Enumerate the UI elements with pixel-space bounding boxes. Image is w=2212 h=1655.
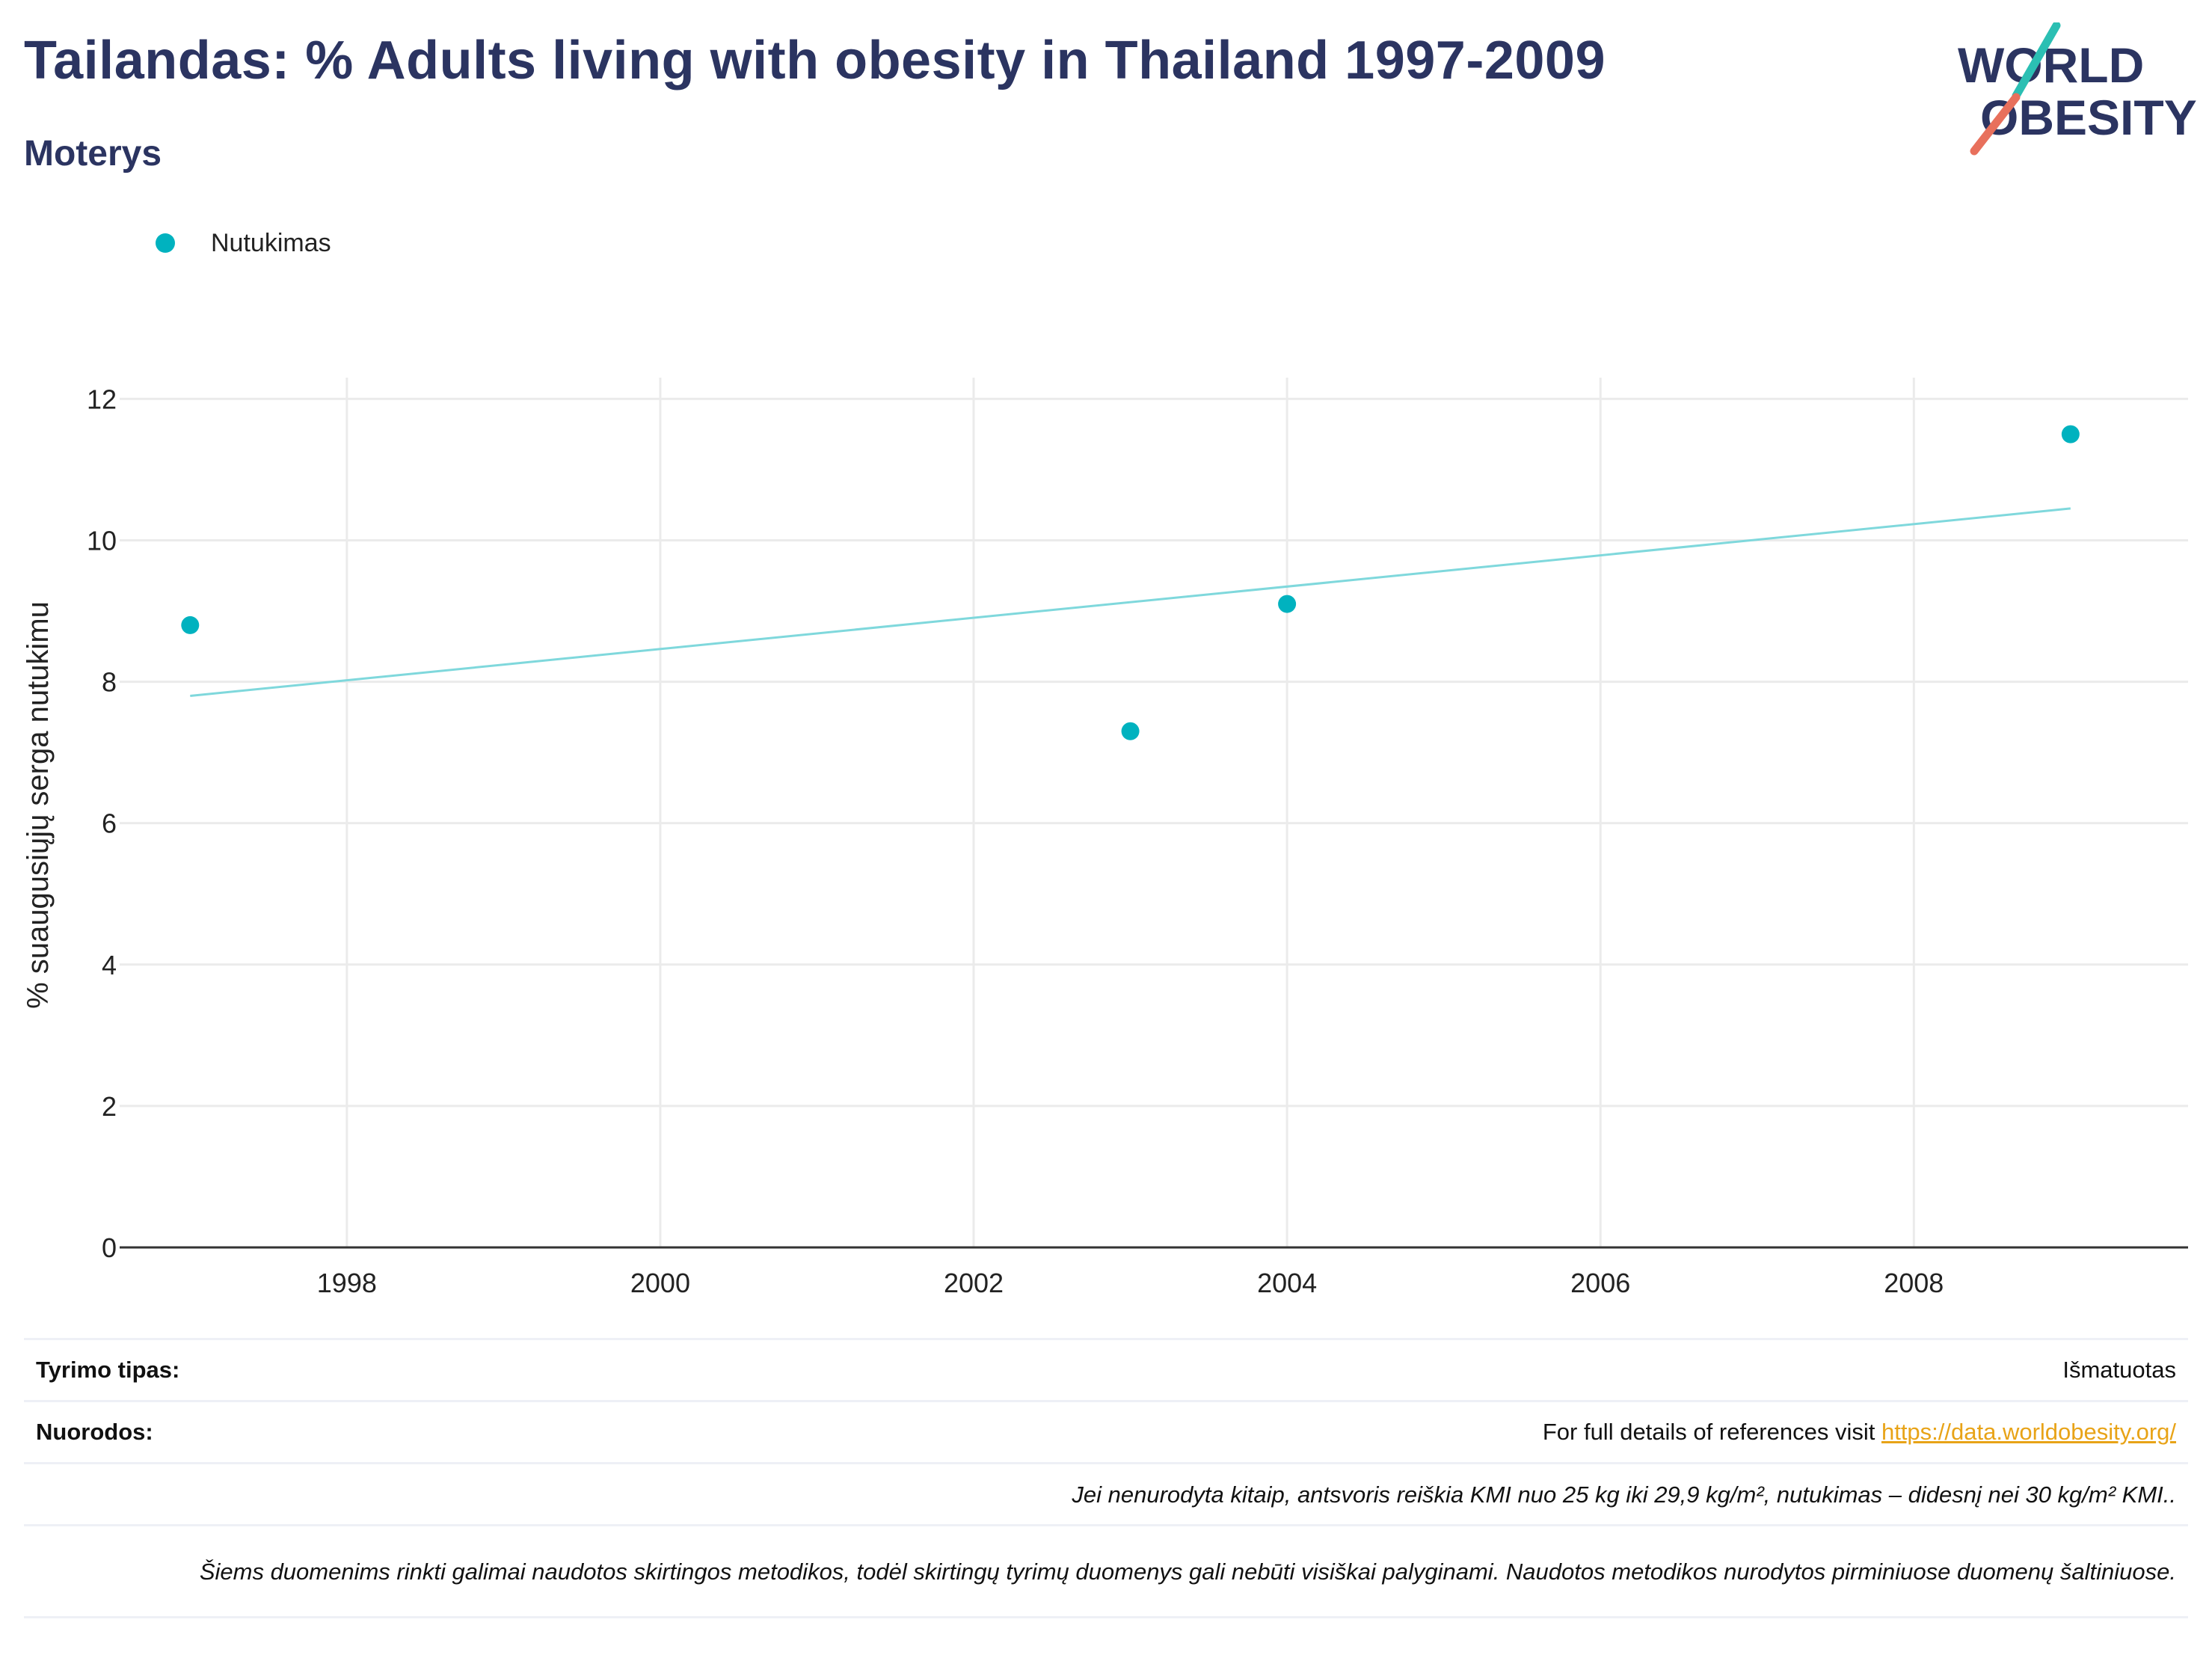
y-tick-label: 12 [87,384,117,414]
data-point [1121,722,1140,740]
x-axis-ticks: 1998 2000 2002 2004 2006 2008 [317,1268,1944,1298]
y-tick-label: 2 [102,1091,117,1122]
chart-footer: Tyrimo tipas: Išmatuotas Nuorodos: For f… [24,1338,2188,1618]
data-point [2061,425,2080,443]
footer-row-references: Nuorodos: For full details of references… [24,1400,2188,1462]
world-obesity-logo: WORLD OBESITY [1958,22,2197,156]
method-note: Šiems duomenims rinkti galimai naudotos … [199,1558,2176,1585]
y-tick-label: 4 [102,950,117,980]
references-link[interactable]: https://data.worldobesity.org/ [1881,1419,2176,1445]
data-points [181,425,2080,740]
data-point [1278,595,1297,613]
references-value: For full details of references visit htt… [1543,1419,2176,1446]
study-type-value: Išmatuotas [2062,1357,2176,1383]
legend[interactable]: Nutukimas [156,224,331,262]
data-point [181,615,200,634]
y-axis-label: % suaugusiųjų serga nutukimu [22,601,55,1009]
x-tick-label: 2002 [944,1268,1004,1298]
x-tick-label: 2008 [1884,1268,1944,1298]
footer-row-bmi-note: Jei nenurodyta kitaip, antsvoris reiškia… [24,1462,2188,1524]
trend-line [190,507,2071,697]
legend-marker [156,233,175,253]
obesity-chart: 0 2 4 6 8 10 12 1998 2000 2002 2004 2006 2008 % sua… [22,378,2188,1298]
y-tick-label: 6 [102,808,117,839]
logo-word-world: WORLD [1958,37,2144,93]
footer-row-study-type: Tyrimo tipas: Išmatuotas [24,1338,2188,1400]
references-label: Nuorodos: [36,1419,153,1445]
x-tick-label: 1998 [317,1268,377,1298]
chart-title: Tailandas: % Adults living with obesity … [24,31,1606,90]
references-text: For full details of references visit [1542,1419,1881,1445]
x-tick-label: 2004 [1257,1268,1317,1298]
y-tick-label: 10 [87,525,117,556]
footer-row-method-note: Šiems duomenims rinkti galimai naudotos … [24,1524,2188,1618]
y-axis-ticks: 0 2 4 6 8 10 12 [87,384,117,1263]
logo-slash-coral [1970,93,2021,156]
y-tick-label: 0 [102,1232,117,1263]
logo-slash-teal [2012,22,2061,100]
legend-label: Nutukimas [211,228,331,257]
x-tick-label: 2006 [1570,1268,1630,1298]
x-tick-label: 2000 [630,1268,690,1298]
chart-subtitle: Moterys [24,134,162,174]
y-tick-label: 8 [102,667,117,698]
bmi-note: Jei nenurodyta kitaip, antsvoris reiškia… [1072,1481,2176,1508]
chart-grid [120,378,2188,1247]
study-type-label: Tyrimo tipas: [36,1357,180,1383]
